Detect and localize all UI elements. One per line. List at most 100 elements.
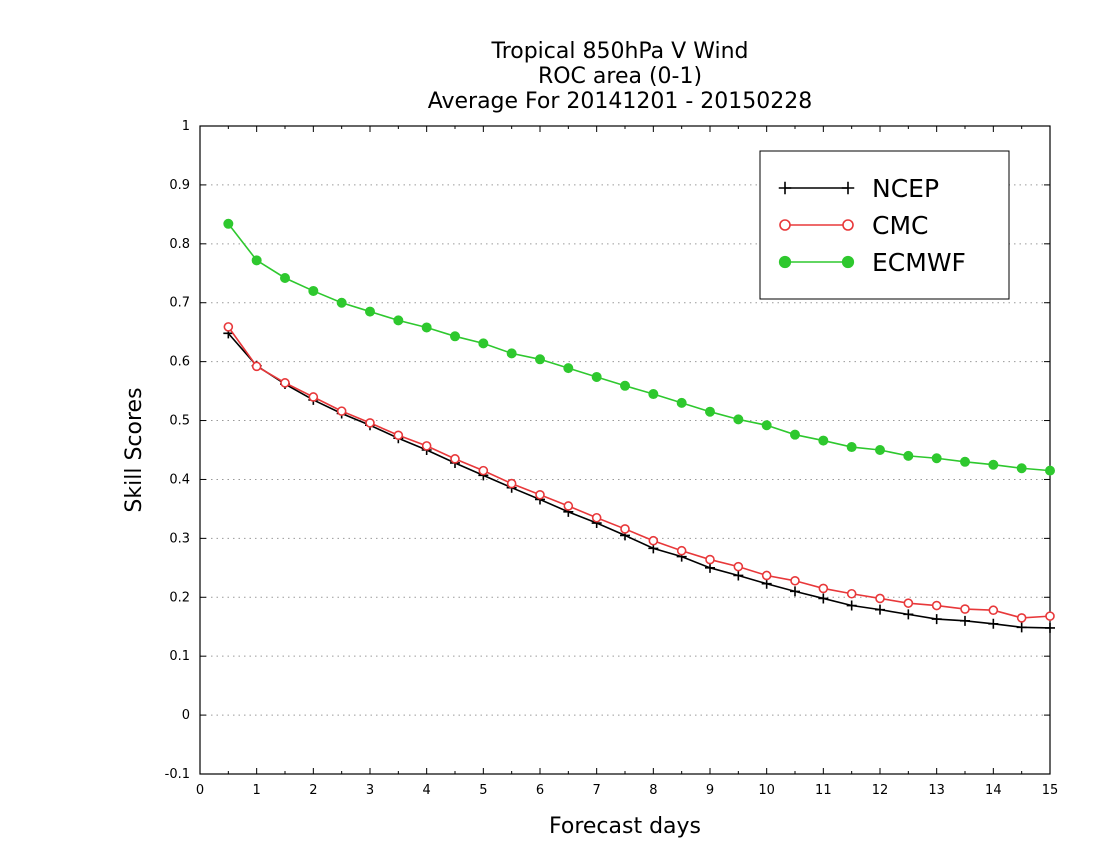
legend-item-cmc: CMC — [779, 211, 928, 240]
data-point-ncep — [846, 600, 857, 611]
series-line-ncep — [227, 332, 1051, 629]
data-point-ecmwf — [251, 255, 262, 266]
data-point-ecmwf — [308, 285, 319, 296]
legend-marker-ecmwf — [778, 255, 792, 269]
chart-title-line-3: Average For 20141201 - 20150228 — [428, 89, 813, 114]
data-point-cmc — [705, 554, 715, 565]
data-point-ecmwf — [903, 450, 914, 461]
y-tick-label: 0.8 — [169, 237, 190, 252]
data-point-cmc — [676, 545, 687, 556]
data-point-cmc — [790, 575, 800, 586]
data-point-ncep — [1045, 622, 1055, 633]
data-point-ecmwf — [563, 363, 574, 374]
axis-ticks: -0.100.10.20.30.40.50.60.70.80.910 1 2 3 4 5 6… — [165, 119, 1059, 798]
data-point-ecmwf — [620, 380, 630, 391]
data-point-cmc — [960, 604, 970, 614]
data-point-cmc — [506, 478, 517, 489]
series-layer — [223, 218, 1055, 633]
data-point-cmc — [393, 430, 404, 441]
data-point-ecmwf — [676, 397, 687, 408]
data-point-ecmwf — [960, 456, 970, 467]
legend-item-ncep: NCEP — [778, 174, 939, 203]
data-point-cmc — [365, 418, 375, 428]
x-tick-label: 5 — [479, 783, 487, 798]
x-tick-label: 3 — [366, 783, 374, 798]
x-tick-label: 1 — [253, 783, 261, 798]
y-tick-label: 0.3 — [169, 531, 190, 546]
data-point-cmc — [818, 583, 829, 594]
x-tick-label: 9 — [706, 783, 714, 798]
data-point-ecmwf — [648, 389, 659, 400]
y-tick-label: 0.9 — [169, 178, 190, 193]
data-point-ecmwf — [1045, 465, 1055, 476]
data-point-cmc — [308, 392, 319, 402]
x-tick-label: 4 — [423, 783, 431, 798]
plot-frame — [199, 125, 1051, 775]
data-point-cmc — [280, 378, 290, 388]
x-tick-label: 15 — [1042, 783, 1059, 798]
chart-title-line-1: Tropical 850hPa V Wind — [490, 39, 748, 64]
data-point-cmc — [733, 561, 744, 572]
x-tick-label: 14 — [985, 783, 1002, 798]
data-point-ecmwf — [988, 459, 999, 470]
legend-marker-cmc — [842, 219, 854, 231]
x-tick-label: 13 — [928, 783, 945, 798]
data-point-cmc — [336, 406, 347, 416]
legend-marker-ncep — [841, 181, 855, 195]
data-point-cmc — [1045, 611, 1055, 621]
x-tick-label: 6 — [536, 783, 544, 798]
data-point-ecmwf — [761, 420, 772, 431]
data-point-ncep — [988, 618, 999, 629]
data-point-ncep — [818, 593, 829, 604]
data-point-ecmwf — [1016, 463, 1027, 474]
data-point-cmc — [648, 535, 659, 546]
data-point-ecmwf — [535, 354, 545, 365]
data-point-ecmwf — [875, 445, 885, 455]
data-point-ncep — [790, 586, 800, 597]
legend-marker-ecmwf — [841, 255, 855, 269]
data-point-ncep — [733, 570, 744, 581]
x-tick-label: 0 — [196, 783, 204, 798]
legend-marker-ncep — [778, 181, 792, 195]
y-tick-label: -0.1 — [165, 767, 190, 782]
data-point-ecmwf — [450, 331, 460, 342]
series-ncep — [223, 328, 1055, 633]
x-tick-label: 11 — [815, 783, 832, 798]
data-point-cmc — [1016, 613, 1027, 623]
series-line-cmc — [227, 326, 1051, 619]
data-point-ncep — [960, 615, 970, 626]
data-point-ecmwf — [790, 429, 800, 440]
data-point-cmc — [223, 322, 234, 332]
x-tick-label: 8 — [649, 783, 657, 798]
data-point-cmc — [620, 524, 630, 534]
data-point-cmc — [421, 441, 432, 451]
data-point-cmc — [450, 454, 460, 464]
data-point-cmc — [563, 501, 574, 511]
data-point-cmc — [478, 465, 489, 476]
data-point-cmc — [846, 588, 857, 599]
data-point-ncep — [875, 604, 885, 615]
x-tick-label: 10 — [758, 783, 775, 798]
series-cmc — [223, 322, 1055, 623]
data-point-cmc — [761, 570, 772, 581]
data-point-ncep — [1016, 622, 1027, 633]
y-tick-label: 0 — [182, 708, 190, 723]
y-axis-label: Skill Scores — [122, 387, 147, 512]
y-tick-label: 0.2 — [169, 590, 190, 605]
data-point-ecmwf — [591, 371, 602, 382]
x-tick-label: 12 — [872, 783, 889, 798]
chart-title-line-2: ROC area (0-1) — [538, 64, 702, 89]
legend-label-ecmwf: ECMWF — [872, 248, 966, 277]
data-point-cmc — [251, 361, 262, 372]
legend-items: NCEP CMC ECMWF — [778, 174, 966, 277]
data-point-ecmwf — [223, 218, 234, 229]
y-tick-label: 0.5 — [169, 414, 190, 429]
legend-label-ncep: NCEP — [872, 174, 939, 203]
data-point-ecmwf — [506, 348, 517, 359]
data-point-cmc — [903, 598, 914, 608]
data-point-ecmwf — [733, 414, 744, 425]
data-point-ecmwf — [818, 435, 829, 446]
data-point-cmc — [931, 600, 942, 611]
legend-item-ecmwf: ECMWF — [778, 248, 966, 277]
